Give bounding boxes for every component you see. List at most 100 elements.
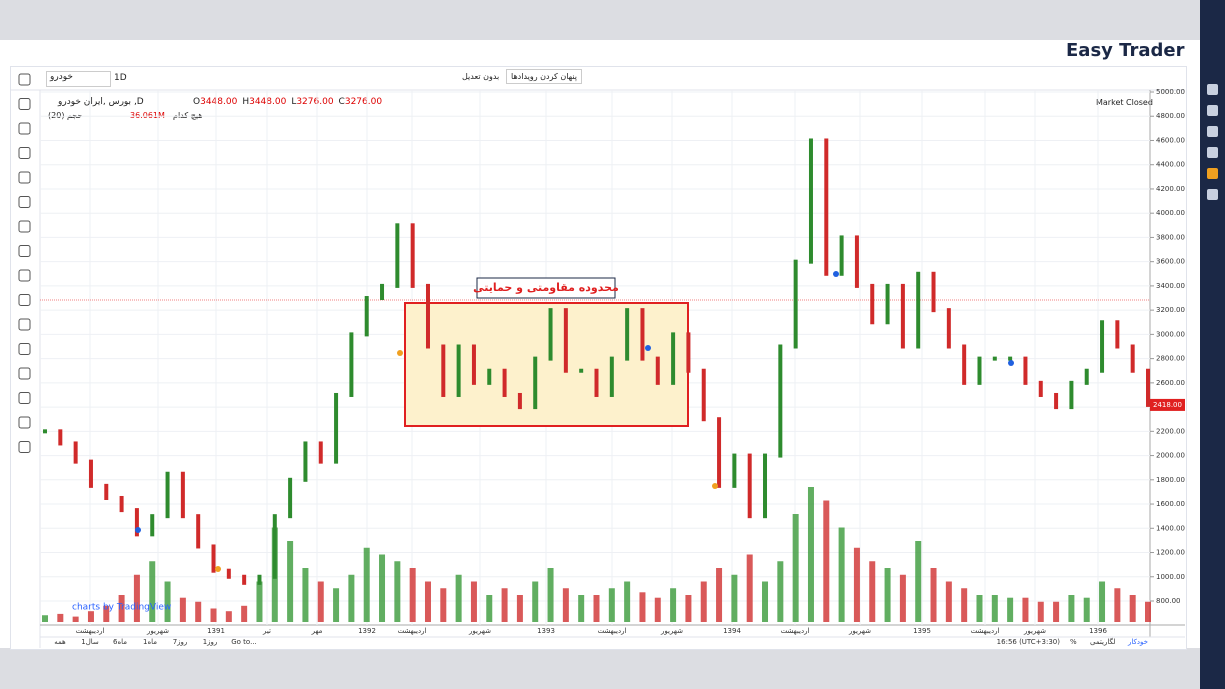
- candle: [441, 344, 446, 397]
- none: هیچ کدام: [173, 111, 203, 120]
- auto: خودکار: [1127, 638, 1148, 646]
- box: [404, 302, 689, 427]
- volume-bar: [72, 616, 79, 622]
- candle: [839, 235, 844, 276]
- volume-bar: [210, 608, 217, 622]
- y-tick-label: 3200.00: [1156, 306, 1185, 314]
- volume-bar: [394, 561, 401, 622]
- tool-icon: [18, 318, 31, 331]
- volume-bar: [1083, 597, 1090, 622]
- candle: [150, 514, 155, 537]
- volume-bar: [57, 613, 64, 622]
- candle: [533, 356, 538, 410]
- event-dot: [215, 566, 221, 572]
- y-tick-label: 5000.00: [1156, 88, 1185, 96]
- y-tick-label: 2600.00: [1156, 379, 1185, 387]
- ohlc-label: C: [338, 97, 345, 107]
- sidebar-icon: [1207, 168, 1218, 179]
- interval[interactable]: 1D: [114, 73, 127, 83]
- volume-bar: [746, 554, 753, 622]
- range-button: 1روز: [203, 638, 218, 646]
- volume-bar: [363, 547, 370, 622]
- candle: [211, 544, 216, 573]
- candle: [824, 138, 829, 276]
- y-tick-label: 3000.00: [1156, 330, 1185, 338]
- y-tick-label: 2000.00: [1156, 452, 1185, 460]
- y-tick-label: 4200.00: [1156, 185, 1185, 193]
- y-tick-label: 4400.00: [1156, 161, 1185, 169]
- candle: [563, 308, 568, 373]
- volume-bar: [103, 605, 110, 622]
- y-tick-label: 2200.00: [1156, 427, 1185, 435]
- event-dot: [397, 350, 403, 356]
- volume-bar: [991, 595, 998, 622]
- candle: [885, 283, 890, 325]
- candle: [931, 271, 936, 313]
- candle: [1084, 368, 1089, 385]
- legend-name: بورس ,ایران خودرو ,D: [58, 97, 144, 107]
- volume-bar: [1053, 601, 1060, 622]
- tools: [18, 73, 31, 453]
- symbol-input[interactable]: خودرو: [46, 71, 111, 87]
- volume-bar: [1022, 597, 1029, 622]
- candle: [134, 508, 139, 537]
- candle: [334, 392, 339, 464]
- sidebar-icon: [1207, 105, 1218, 116]
- volume-bar: [685, 595, 692, 622]
- volume-bar: [241, 605, 248, 622]
- volume-value: 36.061M: [130, 111, 165, 120]
- volume-bar: [486, 595, 493, 622]
- volume-bar: [424, 581, 431, 622]
- candle: [242, 574, 247, 585]
- volume-bar: [516, 595, 523, 622]
- adjust[interactable]: بدون تعدیل: [462, 72, 500, 81]
- volume-bar: [562, 588, 569, 622]
- candle: [88, 459, 93, 488]
- event-dot: [1008, 360, 1014, 366]
- volume-bar: [930, 568, 937, 622]
- volume-bar: [792, 514, 799, 622]
- x-tick-label: شهریور: [660, 627, 683, 635]
- volume-bar: [440, 588, 447, 622]
- volume-bar: [333, 588, 340, 622]
- y-tick-label: 3400.00: [1156, 282, 1185, 290]
- candle: [104, 483, 109, 500]
- candle: [579, 368, 584, 373]
- volume-bar: [1037, 601, 1044, 622]
- candle: [119, 495, 124, 513]
- candle: [226, 568, 231, 579]
- tool-icon: [18, 73, 31, 86]
- x-tick-label: شهریور: [1023, 627, 1046, 635]
- volume-bar: [532, 581, 539, 622]
- candle: [916, 271, 921, 349]
- tool-icon: [18, 441, 31, 453]
- volume-bar: [578, 595, 585, 622]
- candle: [977, 356, 982, 385]
- candle: [487, 368, 492, 385]
- candle: [272, 514, 277, 579]
- volume-bar: [302, 568, 309, 622]
- ohlc-value: 3448.00: [200, 97, 238, 107]
- volume-bar: [287, 541, 294, 622]
- candle: [196, 514, 201, 549]
- ohlc-label: O: [193, 97, 201, 107]
- event-dot: [135, 527, 141, 533]
- logo: Easy Trader: [1066, 40, 1185, 61]
- ohlc-label: H: [242, 97, 250, 107]
- volume-bar: [195, 601, 202, 622]
- volume-bar: [409, 568, 416, 622]
- y-tick-label: 3800.00: [1156, 233, 1185, 241]
- candle: [778, 344, 783, 458]
- ohlc: O3448.00 H3448.00 L3276.00 C3276.00: [193, 97, 387, 107]
- x-tick-label: 1396: [1089, 627, 1107, 635]
- candle: [43, 429, 47, 434]
- tool-icon: [18, 171, 31, 184]
- volume-bar: [1114, 588, 1121, 622]
- events-button[interactable]: پنهان کردن رویدادها: [506, 69, 582, 84]
- candle: [854, 235, 859, 288]
- volume-bar: [149, 561, 156, 622]
- candle: [548, 308, 553, 361]
- candle: [1038, 380, 1043, 397]
- candle: [318, 441, 323, 464]
- volume-bar: [777, 561, 784, 622]
